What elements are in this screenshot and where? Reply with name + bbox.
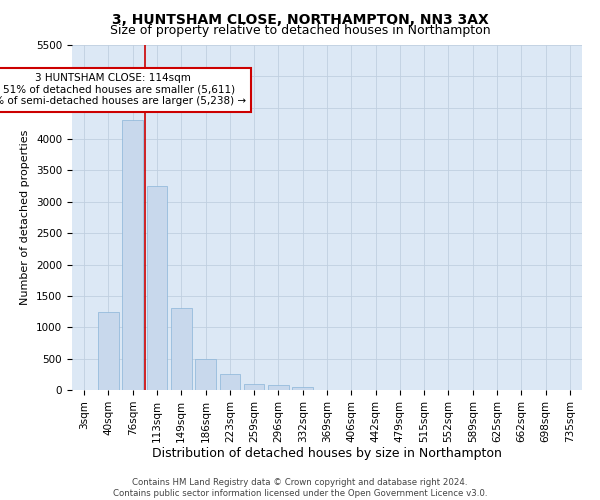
- Text: 3, HUNTSHAM CLOSE, NORTHAMPTON, NN3 3AX: 3, HUNTSHAM CLOSE, NORTHAMPTON, NN3 3AX: [112, 12, 488, 26]
- Bar: [268, 386, 289, 390]
- Bar: [171, 308, 191, 390]
- Bar: [98, 312, 119, 390]
- Bar: [146, 186, 167, 390]
- Text: Contains HM Land Registry data © Crown copyright and database right 2024.
Contai: Contains HM Land Registry data © Crown c…: [113, 478, 487, 498]
- X-axis label: Distribution of detached houses by size in Northampton: Distribution of detached houses by size …: [152, 448, 502, 460]
- Bar: [220, 374, 240, 390]
- Y-axis label: Number of detached properties: Number of detached properties: [20, 130, 31, 305]
- Text: 3 HUNTSHAM CLOSE: 114sqm
← 51% of detached houses are smaller (5,611)
48% of sem: 3 HUNTSHAM CLOSE: 114sqm ← 51% of detach…: [0, 73, 246, 106]
- Bar: [244, 384, 265, 390]
- Text: Size of property relative to detached houses in Northampton: Size of property relative to detached ho…: [110, 24, 490, 37]
- Bar: [195, 358, 216, 390]
- Bar: [122, 120, 143, 390]
- Bar: [292, 387, 313, 390]
